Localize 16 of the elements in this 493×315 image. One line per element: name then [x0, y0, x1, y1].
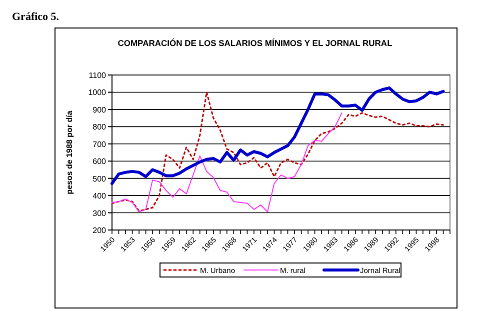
text: Gráfico 5.: [12, 11, 60, 23]
line-series: [112, 112, 342, 212]
y-tick-label: 600: [92, 157, 107, 166]
y-tick-label: 800: [92, 122, 107, 132]
line-series: [111, 91, 444, 212]
y-tick-label: 300: [92, 208, 107, 218]
y-tick-label: 400: [92, 192, 107, 201]
y-tick-label: 900: [92, 105, 107, 114]
chart-title: COMPARACIÓN DE LOS SALARIOS MÍNIMOS Y EL JORNAL RURAL: [118, 38, 392, 48]
y-tick-label: 1000: [88, 88, 107, 98]
y-tick-label: 700: [92, 140, 107, 149]
line-series: [110, 86, 445, 185]
y-axis-title: pesos de 1988 por día: [65, 110, 74, 194]
y-tick-label: 500: [92, 174, 107, 184]
y-tick-label: 1100: [88, 71, 107, 80]
y-tick-label: 200: [92, 226, 107, 235]
